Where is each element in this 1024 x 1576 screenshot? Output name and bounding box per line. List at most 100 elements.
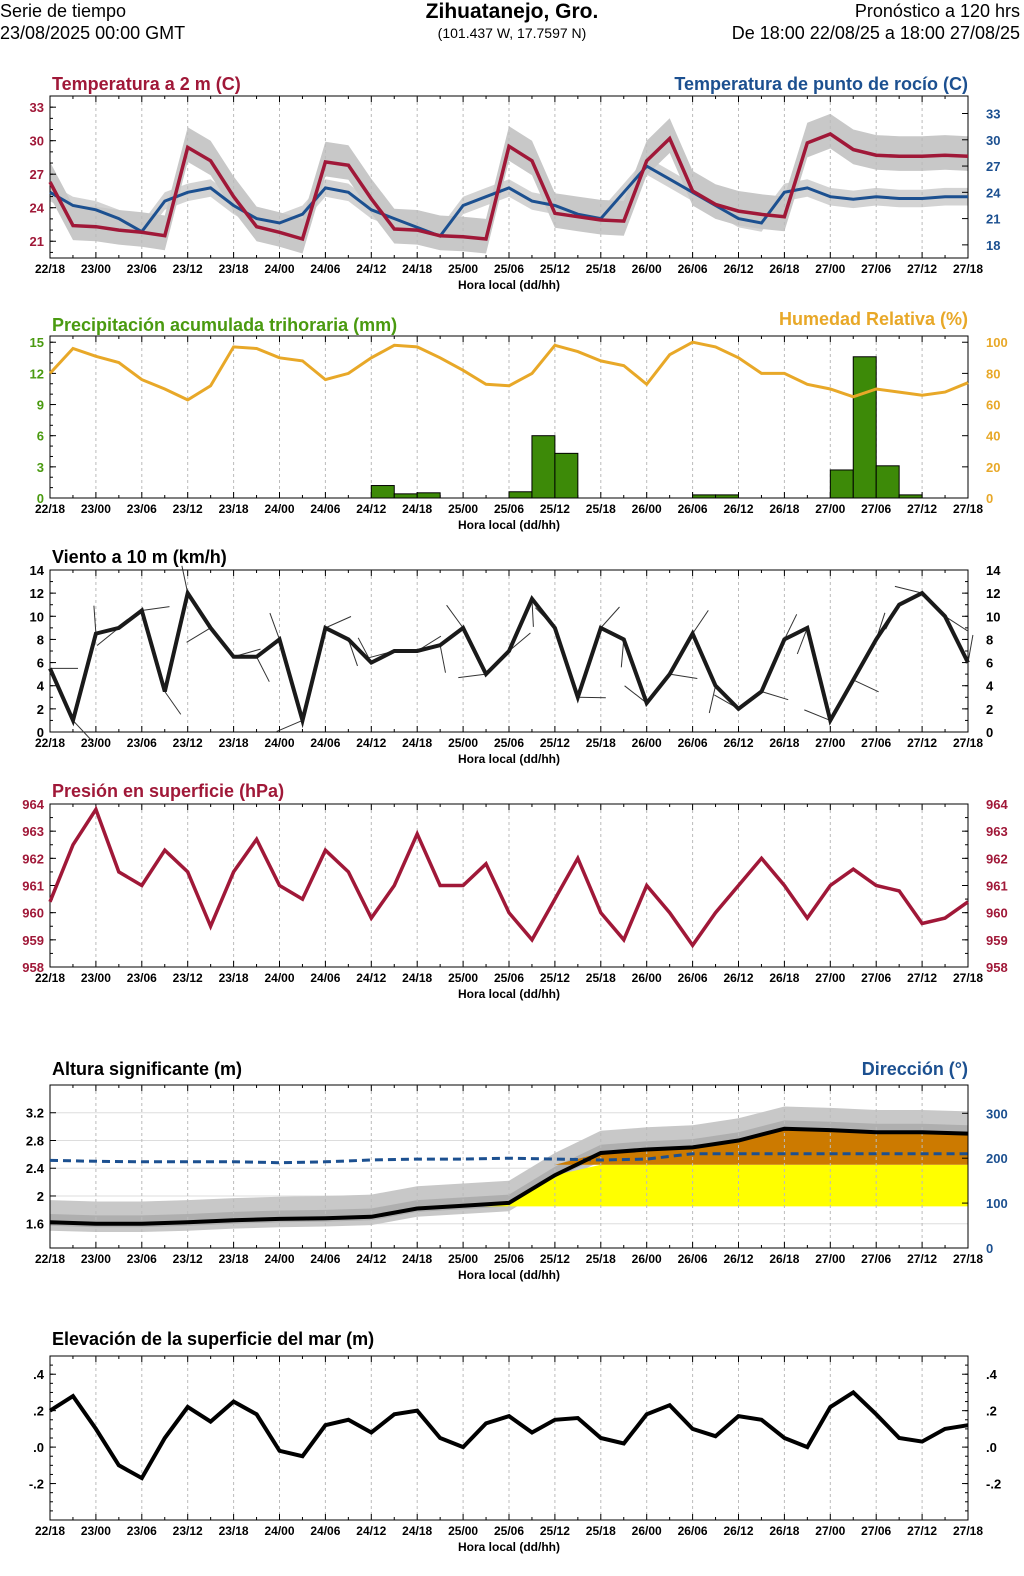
y-tick-label: .2 <box>986 1404 997 1419</box>
x-tick-label: 27/06 <box>861 502 891 516</box>
humidity-title: Humedad Relativa (%) <box>779 309 968 329</box>
x-axis-label: Hora local (dd/hh) <box>458 987 560 1001</box>
forecast-range-label: Pronóstico a 120 hrs <box>854 1 1020 21</box>
x-tick-label: 26/18 <box>769 971 799 985</box>
x-tick-label: 24/18 <box>402 262 432 276</box>
x-tick-label: 25/06 <box>494 502 524 516</box>
y-tick-label: 3 <box>37 460 44 475</box>
pressure-title: Presión en superficie (hPa) <box>52 781 284 801</box>
y-tick-label: 27 <box>986 159 1000 174</box>
temperature-title: Temperatura a 2 m (C) <box>52 74 241 94</box>
precip-bar <box>692 494 717 499</box>
wave-height-title: Altura significante (m) <box>52 1059 242 1079</box>
wind-barb <box>508 632 531 652</box>
temperature-line <box>48 132 969 242</box>
precip-bar <box>852 356 877 499</box>
x-tick-label: 23/00 <box>81 1524 111 1538</box>
x-tick-label: 27/06 <box>861 1252 891 1266</box>
y-tick-label: 2 <box>37 702 44 717</box>
y-tick-label: 21 <box>30 234 44 249</box>
x-tick-label: 26/18 <box>769 502 799 516</box>
sea-level-panel: 22/18 23/00 23/06 23/12 23/18 24/00 24/06 24/12… <box>29 1329 1001 1554</box>
x-tick-label: 24/00 <box>264 1524 294 1538</box>
y-tick-label: 963 <box>986 824 1008 839</box>
dewpoint-line <box>49 164 968 238</box>
y-tick-label: 14 <box>30 563 45 578</box>
x-tick-label: 23/18 <box>219 502 249 516</box>
sea-level-title: Elevación de la superficie del mar (m) <box>52 1329 374 1349</box>
y-tick-label: 10 <box>986 609 1000 624</box>
series-label: Serie de tiempo <box>0 1 127 21</box>
y-tick-label: 1.6 <box>26 1217 44 1232</box>
x-tick-label: 25/18 <box>586 736 616 750</box>
x-tick-label: 22/18 <box>35 971 65 985</box>
y-tick-label: .2 <box>33 1404 44 1419</box>
x-tick-label: 23/06 <box>127 736 157 750</box>
x-tick-label: 24/12 <box>356 971 386 985</box>
precip-bar <box>531 435 556 499</box>
wind-barb <box>164 691 182 715</box>
y-tick-label: 960 <box>986 906 1008 921</box>
x-tick-label: 23/12 <box>173 736 203 750</box>
x-tick-label: 27/18 <box>953 502 983 516</box>
x-tick-label: 27/06 <box>861 1524 891 1538</box>
x-tick-label: 22/18 <box>35 1524 65 1538</box>
x-tick-label: 27/06 <box>861 262 891 276</box>
precip-bar <box>393 493 418 499</box>
wind-barb <box>531 598 534 627</box>
x-tick-label: 26/06 <box>678 1524 708 1538</box>
x-tick-label: 27/12 <box>907 971 937 985</box>
y-tick-label: .0 <box>986 1440 997 1455</box>
wind-speed-line <box>48 588 970 729</box>
y-tick-label: 8 <box>37 632 44 647</box>
pressure-panel: 22/18 23/00 23/06 23/12 23/18 24/00 24/06 24/12… <box>22 781 1008 1001</box>
temperature-panel: 22/18 23/00 23/06 23/12 23/18 24/00 24/06 24/12… <box>30 74 1002 292</box>
x-tick-label: 25/06 <box>494 262 524 276</box>
wind-barb <box>620 639 625 668</box>
y-tick-label: 0 <box>37 491 44 506</box>
wind-barb <box>276 719 303 732</box>
precip-bar <box>829 469 854 499</box>
x-tick-label: 24/12 <box>356 736 386 750</box>
x-tick-label: 24/12 <box>356 1252 386 1266</box>
y-tick-label: 33 <box>986 107 1000 122</box>
humidity-line <box>48 340 969 402</box>
y-tick-label: 80 <box>986 366 1000 381</box>
wind-barb <box>269 612 280 640</box>
x-tick-label: 27/12 <box>907 502 937 516</box>
x-tick-label: 24/00 <box>264 1252 294 1266</box>
y-tick-label: 12 <box>30 586 44 601</box>
x-tick-label: 25/00 <box>448 736 478 750</box>
x-tick-label: 24/18 <box>402 502 432 516</box>
y-tick-label: 40 <box>986 429 1000 444</box>
x-tick-label: 25/18 <box>586 262 616 276</box>
y-tick-label: 6 <box>986 656 993 671</box>
station-title: Zihuatanejo, Gro. <box>425 0 599 23</box>
y-tick-label: 964 <box>986 797 1008 812</box>
header-center: Zihuatanejo, Gro. (101.437 W, 17.7597 N) <box>312 1 712 43</box>
x-tick-label: 23/00 <box>81 262 111 276</box>
y-tick-label: 12 <box>30 366 44 381</box>
x-axis-label: Hora local (dd/hh) <box>458 278 560 292</box>
y-tick-label: .0 <box>33 1440 44 1455</box>
x-tick-label: 22/18 <box>35 502 65 516</box>
x-tick-label: 24/00 <box>264 262 294 276</box>
x-tick-label: 24/00 <box>264 971 294 985</box>
y-tick-label: 960 <box>22 906 44 921</box>
x-tick-label: 26/18 <box>769 262 799 276</box>
x-tick-label: 27/00 <box>815 262 845 276</box>
x-tick-label: 23/06 <box>127 1252 157 1266</box>
x-axis-label: Hora local (dd/hh) <box>458 1268 560 1282</box>
y-tick-label: 100 <box>986 1196 1008 1211</box>
y-tick-label: 2 <box>986 702 993 717</box>
y-tick-label: 961 <box>22 879 44 894</box>
x-tick-label: 25/18 <box>586 971 616 985</box>
wave-direction-title: Dirección (°) <box>862 1059 968 1079</box>
x-tick-label: 26/12 <box>723 1252 753 1266</box>
x-tick-label: 26/18 <box>769 1252 799 1266</box>
x-tick-label: 22/18 <box>35 262 65 276</box>
wind-barb <box>708 685 717 714</box>
x-tick-label: 27/06 <box>861 736 891 750</box>
x-tick-label: 25/06 <box>494 1252 524 1266</box>
wind-barb <box>600 606 620 629</box>
